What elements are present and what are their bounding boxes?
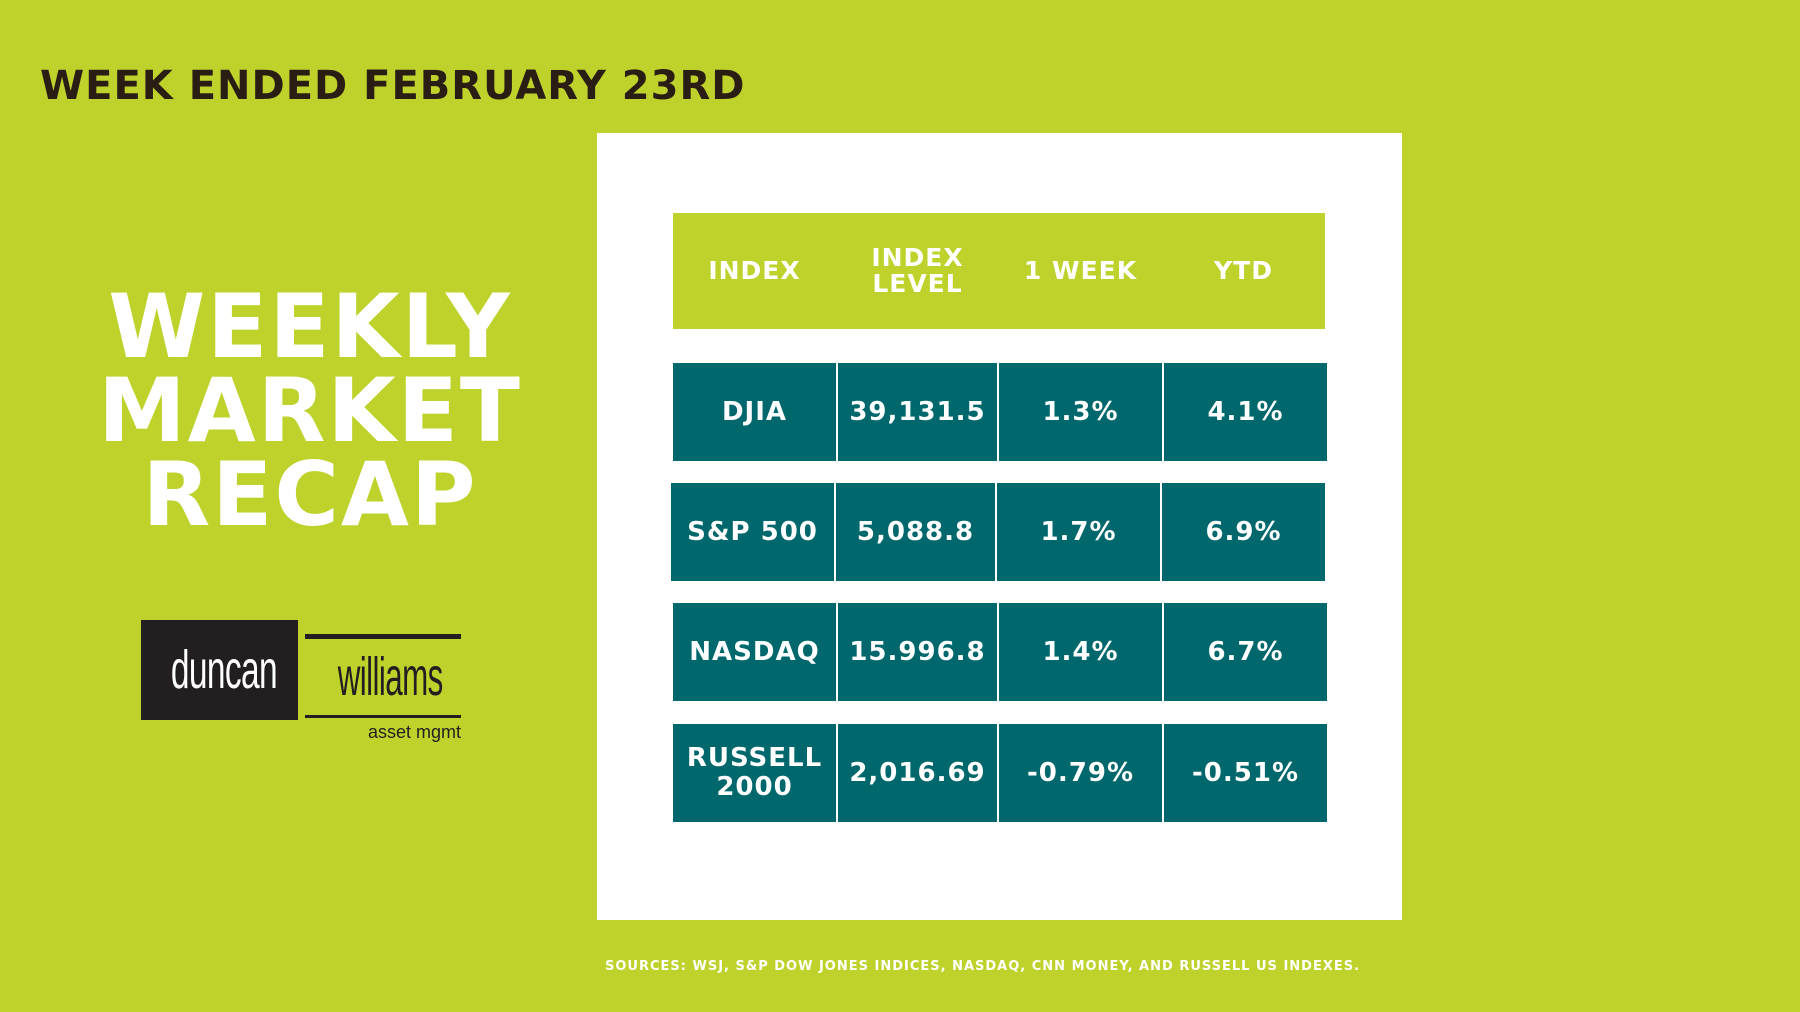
header-index-level: INDEX LEVEL <box>836 245 999 297</box>
logo-word-duncan: duncan <box>170 640 278 700</box>
logo-rule-top <box>305 634 461 639</box>
cell-index: DJIA <box>673 363 836 461</box>
cell-1-week: -0.79% <box>999 724 1162 822</box>
cell-level: 39,131.5 <box>838 363 997 461</box>
header-index-level-line2: LEVEL <box>872 269 963 298</box>
cell-level: 15.996.8 <box>838 603 997 701</box>
header-index-level-line1: INDEX <box>871 243 964 272</box>
logo-word-williams: williams <box>337 647 444 707</box>
table-row-djia: DJIA 39,131.5 1.3% 4.1% <box>673 363 1327 461</box>
market-table-panel: INDEX INDEX LEVEL 1 WEEK YTD DJIA 39,131… <box>597 133 1402 920</box>
week-ended-title: WEEK ENDED FEBRUARY 23RD <box>40 63 746 109</box>
title-line-1: WEEKLY <box>108 275 512 378</box>
cell-index: RUSSELL 2000 <box>673 724 836 822</box>
header-ytd: YTD <box>1214 256 1273 285</box>
title-line-3: RECAP <box>142 443 478 546</box>
header-index: INDEX <box>708 256 801 285</box>
cell-ytd: 4.1% <box>1164 363 1327 461</box>
logo-rule-bottom <box>305 715 461 718</box>
cell-index: NASDAQ <box>673 603 836 701</box>
table-row-nasdaq: NASDAQ 15.996.8 1.4% 6.7% <box>673 603 1327 701</box>
logo-dark-box <box>141 620 298 720</box>
logo-tagline: asset mgmt <box>367 722 461 742</box>
title-line-2: MARKET <box>98 359 522 462</box>
cell-ytd: 6.7% <box>1164 603 1327 701</box>
header-1-week: 1 WEEK <box>1023 256 1138 285</box>
cell-level: 2,016.69 <box>838 724 997 822</box>
cell-index: S&P 500 <box>671 483 834 581</box>
cell-1-week: 1.3% <box>999 363 1162 461</box>
cell-1-week: 1.7% <box>997 483 1160 581</box>
table-row-russell-2000: RUSSELL 2000 2,016.69 -0.79% -0.51% <box>673 724 1327 822</box>
cell-ytd: 6.9% <box>1162 483 1325 581</box>
weekly-market-recap-title: WEEKLY MARKET RECAP <box>60 275 560 546</box>
table-row-sp500: S&P 500 5,088.8 1.7% 6.9% <box>671 483 1325 581</box>
table-header: INDEX INDEX LEVEL 1 WEEK YTD <box>673 213 1325 329</box>
cell-level: 5,088.8 <box>836 483 995 581</box>
sources-footnote: SOURCES: WSJ, S&P DOW JONES INDICES, NAS… <box>605 959 1361 974</box>
duncan-williams-logo: duncan williams asset mgmt <box>141 620 461 745</box>
cell-1-week: 1.4% <box>999 603 1162 701</box>
cell-ytd: -0.51% <box>1164 724 1327 822</box>
